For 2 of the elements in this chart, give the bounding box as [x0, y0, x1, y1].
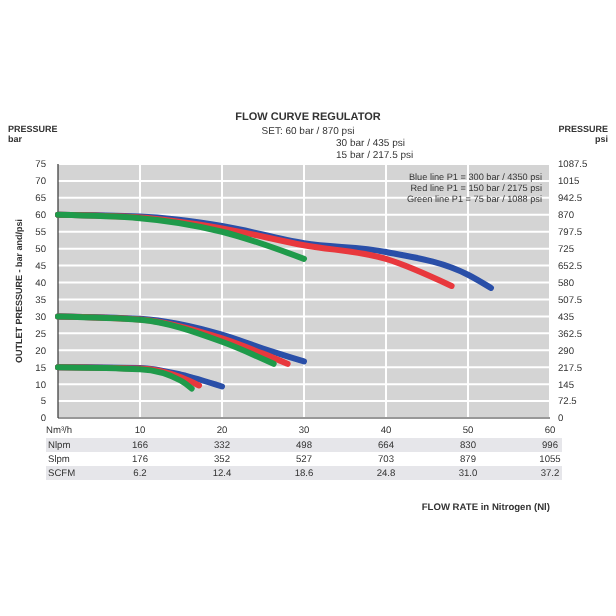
line-series [55, 211, 307, 262]
line-series [55, 364, 195, 392]
